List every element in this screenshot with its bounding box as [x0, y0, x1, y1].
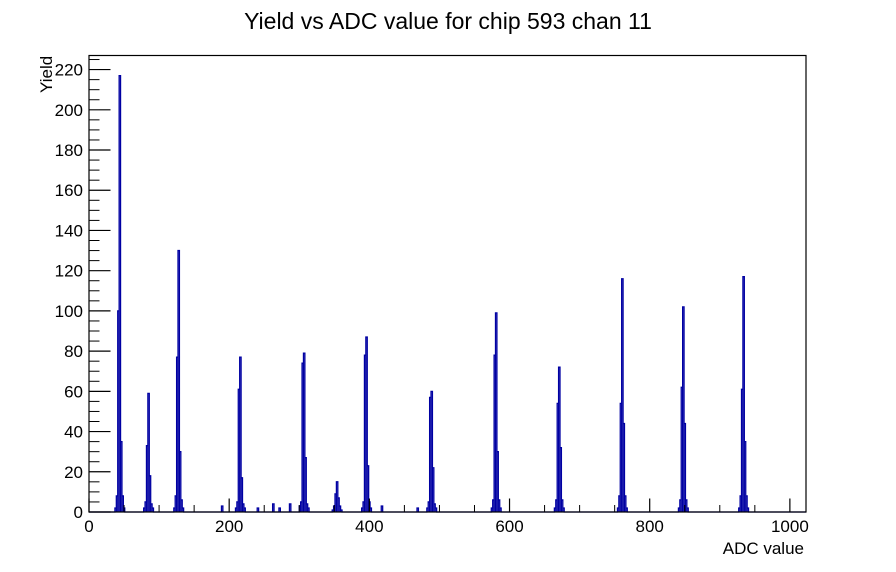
- x-tick-label: 600: [495, 517, 523, 536]
- histogram-line: [89, 74, 806, 513]
- x-tick-label: 200: [215, 517, 243, 536]
- y-tick-label: 60: [64, 382, 83, 401]
- y-tick-label: 80: [64, 342, 83, 361]
- x-tick-label: 1000: [771, 517, 809, 536]
- y-axis-title: Yield: [37, 56, 56, 93]
- y-tick-label: 180: [55, 141, 83, 160]
- x-axis-title: ADC value: [723, 539, 804, 558]
- chart-title: Yield vs ADC value for chip 593 chan 11: [244, 8, 652, 34]
- plot-frame: [88, 54, 807, 513]
- y-tick-label: 160: [55, 181, 83, 200]
- y-tick-label: 200: [55, 101, 83, 120]
- y-tick-label: 0: [74, 503, 83, 522]
- y-tick-label: 140: [55, 221, 83, 240]
- y-tick-label: 100: [55, 302, 83, 321]
- y-tick-label: 20: [64, 463, 83, 482]
- y-tick-label: 40: [64, 423, 83, 442]
- y-tick-label: 220: [55, 61, 83, 80]
- y-tick-label: 120: [55, 262, 83, 281]
- x-tick-label: 0: [84, 517, 93, 536]
- x-tick-label: 800: [636, 517, 664, 536]
- x-tick-label: 400: [355, 517, 383, 536]
